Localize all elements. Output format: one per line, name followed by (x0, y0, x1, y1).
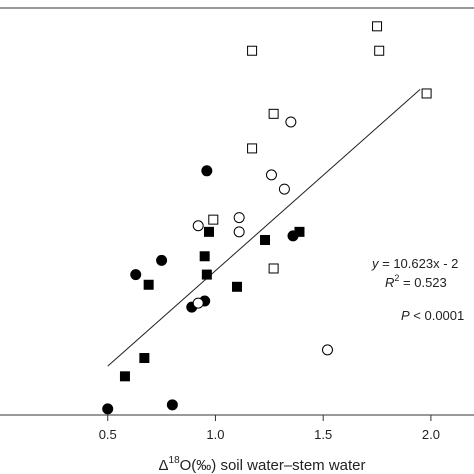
data-point-open-circle (192, 297, 204, 309)
p-value-label: P < 0.0001 (401, 308, 464, 323)
regression-line-group (107, 89, 421, 367)
data-point-filled-square (199, 251, 210, 262)
data-point-open-circle (285, 116, 297, 128)
x-tick-label: 2.0 (422, 427, 440, 442)
data-point-open-square (372, 21, 383, 32)
data-point-filled-square (294, 226, 305, 237)
x-tick-label: 1.5 (314, 427, 332, 442)
data-point-open-square (268, 263, 279, 274)
data-point-filled-square (139, 353, 150, 364)
data-point-filled-circle (166, 399, 178, 411)
regression-line (107, 89, 421, 367)
data-points (102, 21, 432, 415)
x-tick-label: 1.0 (206, 427, 224, 442)
data-point-open-square (208, 214, 219, 225)
data-point-open-circle (233, 212, 245, 224)
data-point-open-circle (321, 344, 333, 356)
data-point-open-square (421, 88, 432, 99)
data-point-filled-square (201, 269, 212, 280)
x-axis-ticks: 0.5 1.0 1.5 2.0 (99, 415, 440, 442)
data-point-filled-circle (201, 165, 213, 177)
data-point-open-square (247, 45, 258, 56)
x-tick-label: 0.5 (99, 427, 117, 442)
r-squared-label: R2 = 0.523 (385, 273, 447, 290)
data-point-filled-square (143, 279, 154, 290)
x-axis-label: Δ18O(‰) soil water–stem water (158, 455, 365, 474)
data-point-open-circle (192, 220, 204, 232)
data-point-filled-circle (130, 269, 142, 281)
data-point-filled-circle (102, 403, 114, 415)
data-point-open-circle (278, 183, 290, 195)
data-point-filled-square (203, 226, 214, 237)
data-point-filled-square (232, 281, 242, 292)
data-point-filled-square (260, 234, 271, 245)
data-point-filled-circle (156, 254, 168, 266)
regression-equation: y = 10.623x - 2 (371, 256, 458, 271)
data-point-open-circle (233, 226, 245, 238)
data-point-filled-square (119, 371, 130, 382)
data-point-open-circle (265, 169, 277, 181)
data-point-open-square (247, 143, 258, 154)
data-point-open-square (268, 108, 279, 119)
data-point-open-square (374, 45, 385, 56)
